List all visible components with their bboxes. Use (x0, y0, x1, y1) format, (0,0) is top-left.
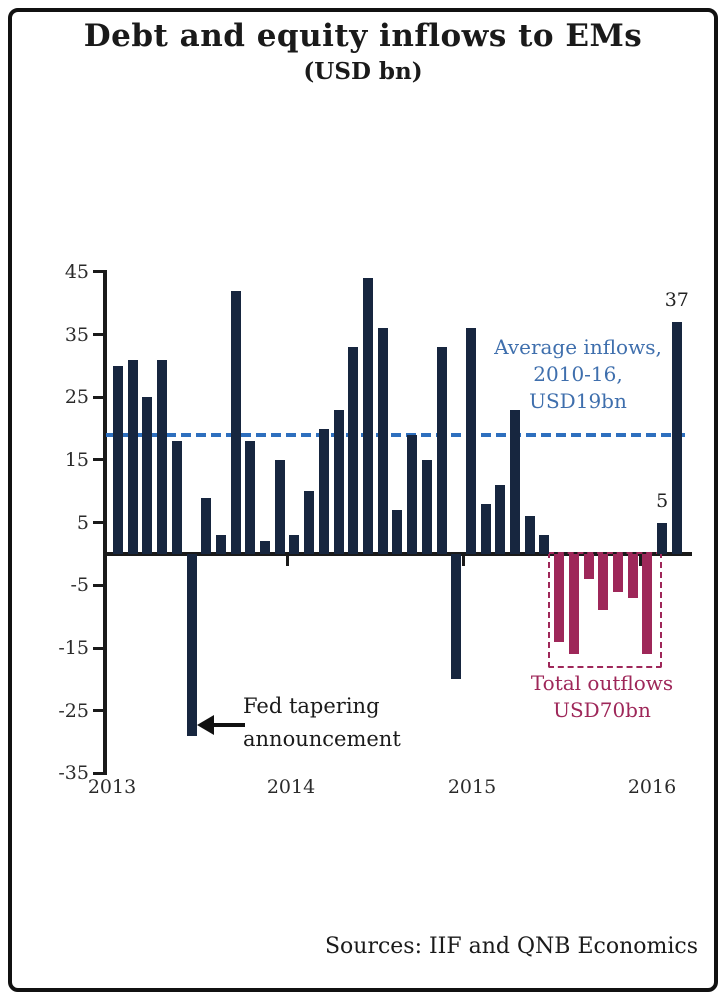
total-outflows-box (548, 552, 663, 668)
arrow-shaft (213, 723, 245, 727)
y-tick-label: 45 (64, 260, 89, 283)
y-tick (93, 646, 105, 650)
y-tick (93, 709, 105, 713)
y-tick-label: 5 (76, 511, 89, 534)
inflow-bar (363, 278, 373, 554)
total-outflows-label: Total outflows USD70bn (530, 671, 674, 722)
inflow-bar (157, 359, 168, 554)
outflow-bar (598, 554, 609, 611)
outflow-bar (554, 554, 565, 642)
outflow-bar (642, 554, 653, 655)
y-tick-label: 15 (64, 448, 89, 471)
inflow-bar (304, 491, 315, 554)
y-tick-label: -15 (58, 637, 89, 660)
inflow-bar (436, 347, 447, 554)
inflow-bar (171, 441, 182, 554)
x-tick (285, 556, 289, 566)
inflow-bar (260, 541, 271, 554)
inflow-bar (348, 347, 359, 554)
fed-tapering-annotation: Fed tapering announcement (243, 694, 401, 751)
x-year-label: 2013 (87, 776, 137, 798)
inflow-bar (392, 510, 403, 554)
y-tick (93, 270, 105, 274)
x-axis-line (103, 552, 692, 556)
inflow-bar (524, 516, 535, 554)
y-tick (93, 395, 105, 399)
inflow-bar (201, 497, 212, 554)
inflow-bar (407, 434, 418, 554)
chart-title: Debt and equity inflows to EMs (83, 18, 643, 54)
inflow-bar (510, 409, 521, 554)
inflow-bar (480, 503, 491, 554)
inflow-bar (289, 535, 300, 554)
inflow-bar (465, 328, 476, 554)
bar-value-label: 37 (664, 289, 689, 311)
x-year-label: 2015 (447, 776, 497, 798)
bar-value-label: 5 (656, 489, 669, 512)
y-tick-label: -5 (70, 574, 89, 597)
y-tick (93, 771, 105, 775)
inflow-bar (274, 459, 285, 554)
inflow-bar (495, 485, 506, 554)
y-tick-label: 25 (64, 386, 89, 409)
inflow-bar (377, 328, 388, 554)
sources-line: Sources: IIF and QNB Economics (324, 934, 698, 959)
y-tick (93, 583, 105, 587)
inflow-bar (113, 365, 123, 554)
inflow-bar (318, 428, 329, 554)
inflow-bar (539, 535, 550, 554)
outflow-bar (568, 554, 579, 655)
inflow-bar (230, 290, 241, 554)
y-tick-label: -25 (58, 699, 89, 722)
y-axis-line (103, 269, 107, 776)
y-tick-label: 35 (64, 323, 89, 346)
outflow-bar (627, 554, 638, 598)
inflow-bar (421, 459, 432, 554)
inflow-bar (333, 409, 344, 554)
inflow-bar (671, 322, 682, 554)
x-year-label: 2014 (266, 776, 316, 798)
y-tick (93, 521, 105, 525)
x-tick (638, 556, 642, 566)
inflow-bar (127, 359, 138, 554)
y-tick-label: -35 (58, 762, 89, 785)
x-year-label: 2016 (627, 776, 677, 798)
chart-subtitle: (USD bn) (303, 58, 423, 85)
y-tick (93, 458, 105, 462)
inflow-bar (186, 554, 197, 736)
inflow-bar (451, 554, 462, 680)
y-tick (93, 333, 105, 337)
x-tick (462, 556, 466, 566)
outflow-bar (583, 554, 594, 580)
average-line (106, 432, 685, 437)
inflow-bar (245, 441, 256, 554)
inflow-bar (215, 535, 226, 554)
inflow-bar (142, 397, 153, 554)
left-arrow-icon (197, 715, 214, 735)
average-line-label: Average inflows, 2010-16, USD19bn (494, 335, 662, 413)
inflow-bar (657, 522, 668, 554)
outflow-bar (613, 554, 623, 592)
